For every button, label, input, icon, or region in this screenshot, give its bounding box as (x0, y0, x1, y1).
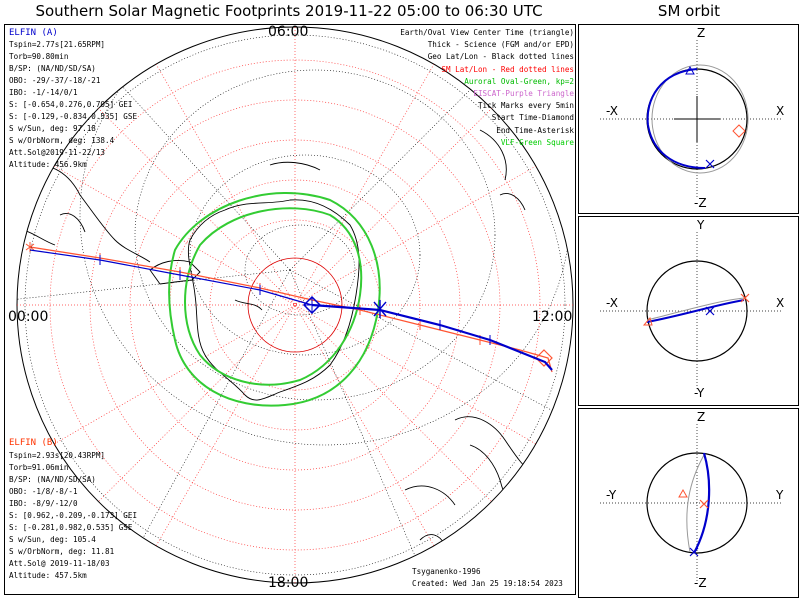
orbit-panel-xy (578, 216, 799, 406)
elfin-b-line: B/SP: (NA/ND/SD/SA) (9, 475, 96, 484)
orbit-title: SM orbit (657, 2, 721, 20)
mlt-label-top: 06:00 (268, 24, 309, 40)
orbit-xy-top: Y (697, 218, 705, 232)
orbit-xz-left: -X (606, 104, 618, 118)
orbit-xz-right: X (776, 104, 785, 118)
elfin-a-line: OBO: -29/-37/-18/-21 (9, 76, 101, 85)
elfin-b-name: ELFIN (B) (9, 438, 58, 448)
elfin-b-line: Tspin=2.93s[20.43RPM] (9, 451, 106, 460)
orbit-yz (600, 424, 782, 582)
legend-item: EISCAT-Purple Triangle (473, 89, 574, 99)
legend-item: Earth/Oval View Center Time (triangle) (400, 28, 574, 37)
elfin-b-line: S w/Sun, deg: 105.4 (9, 535, 96, 544)
legend: Earth/Oval View Center Time (triangle) T… (400, 28, 574, 148)
elfin-a-line: IBO: -1/-14/0/1 (9, 88, 78, 97)
legend-item: Thick - Science (FGM and/or EPD) (427, 40, 574, 50)
legend-item: SM Lat/Lon - Red dotted lines (441, 64, 574, 74)
elfin-a-line: B/SP: (NA/ND/SD/SA) (9, 64, 96, 73)
orbit-yz-right: Y (776, 488, 784, 502)
legend-item: Tick Marks every 5min (477, 101, 574, 111)
orbit-yz-top: Z (697, 410, 706, 424)
orbit-panel-yz (578, 408, 799, 598)
elfin-b-line: OBO: -1/8/-8/-1 (9, 487, 78, 496)
created-timestamp: Created: Wed Jan 25 19:18:54 2023 (412, 579, 563, 588)
elfin-b-line: S w/OrbNorm, deg: 11.81 (9, 547, 115, 556)
orbit-xy-right: X (776, 296, 785, 310)
auroral-oval (168, 192, 381, 407)
legend-item: End Time-Asterisk (496, 125, 574, 135)
elfin-a-line: Torb=90.80min (9, 52, 69, 61)
mlt-ticks (24, 34, 566, 576)
elfin-b-line: IBO: -8/9/-12/0 (9, 499, 78, 508)
elfin-a-line: Att.Sol@2019-11-22/13 (9, 148, 106, 157)
elfin-b-line: Att.Sol@ 2019-11-18/03 (9, 559, 110, 568)
elfin-b-line: S: [-0.281,0.982,0.535] GSE (9, 523, 133, 532)
model-credit: Tsyganenko-1996 (412, 567, 481, 576)
elfin-a-line: Altitude: 456.9km (9, 160, 87, 169)
legend-item: Geo Lat/Lon - Black dotted lines (427, 52, 574, 62)
orbit-yz-bottom: -Z (694, 576, 707, 590)
orbit-yz-left: -Y (606, 488, 617, 502)
elfin-a-line: S: [-0.129,-0.834,0.535] GSE (9, 112, 138, 121)
orbit-xz-bottom: -Z (694, 196, 707, 210)
page-title: Southern Solar Magnetic Footprints 2019-… (35, 2, 543, 20)
orbit-xz-top: Z (697, 26, 706, 40)
elfin-a-line: S: [-0.654,0.276,0.705] GEI (9, 100, 133, 109)
orbit-xy (600, 232, 782, 390)
legend-item: Start Time-Diamond (491, 113, 574, 123)
elfin-b-line: Torb=91.06min (9, 463, 69, 472)
orbit-xz (600, 40, 782, 198)
footprint-map-frame (4, 24, 576, 595)
elfin-a-line: S w/OrbNorm, deg: 138.4 (9, 136, 115, 145)
legend-item: VLF-Green Square (500, 137, 574, 147)
elfin-a-name: ELFIN (A) (9, 28, 58, 38)
legend-item: Auroral Oval-Green, kp=2 (464, 76, 574, 86)
elfin-b-line: S: [0.962,-0.209,-0.173] GEI (9, 511, 138, 520)
elfin-a-line: S w/Sun, deg: 97.18 (9, 124, 96, 133)
elfin-a-line: Tspin=2.77s[21.65RPM] (9, 40, 106, 49)
orbit-xy-bottom: -Y (694, 386, 705, 400)
mlt-label-bottom: 18:00 (268, 575, 309, 591)
elfin-b-track (25, 242, 553, 373)
mlt-label-right: 12:00 (532, 309, 573, 325)
orbit-xy-left: -X (606, 296, 618, 310)
sm-pole-circle (247, 257, 343, 353)
orbit-panel-xz (578, 24, 799, 214)
elfin-b-line: Altitude: 457.5km (9, 571, 87, 580)
elfin-a-track (29, 249, 553, 371)
mlt-label-left: 00:00 (8, 309, 49, 325)
